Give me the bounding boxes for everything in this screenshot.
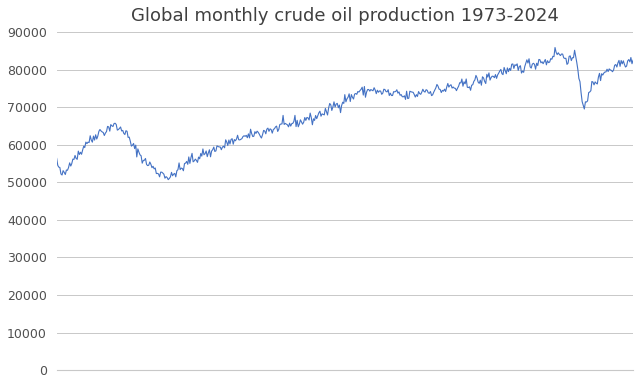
Title: Global monthly crude oil production 1973-2024: Global monthly crude oil production 1973…: [131, 7, 559, 25]
